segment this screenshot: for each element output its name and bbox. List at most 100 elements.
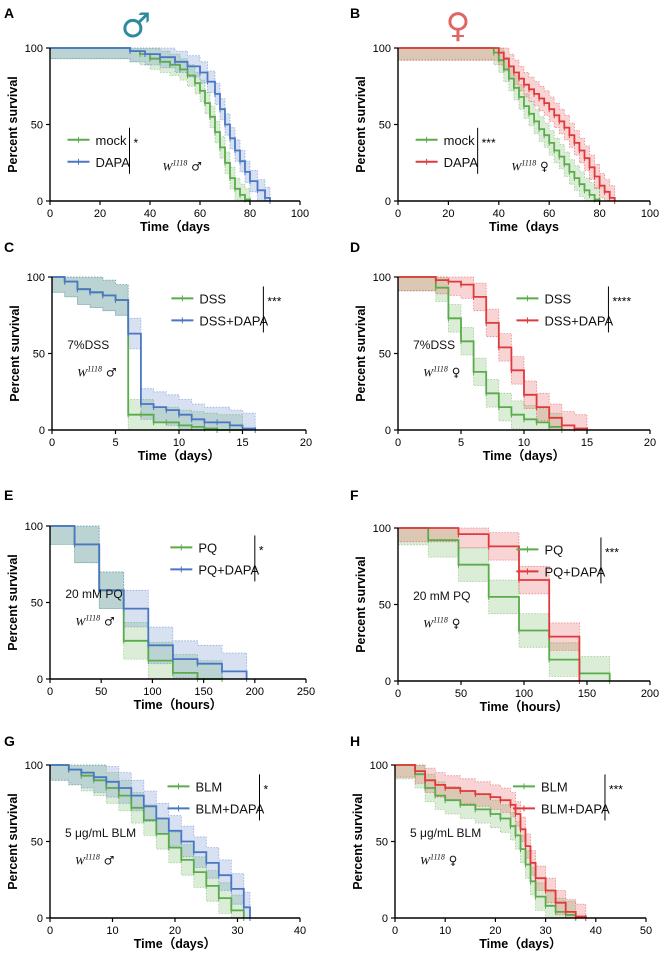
panel-e-significance-label: * [259, 543, 264, 557]
panel-h-x-tick-label: 40 [590, 925, 602, 937]
panel-a-y-tick-label: 0 [37, 196, 43, 208]
panel-g-x-tick-label: 30 [231, 925, 243, 937]
panel-h-x-tick-label: 0 [392, 925, 398, 937]
panel-h-y-axis-title: Percent survival [351, 793, 365, 890]
panel-f-x-tick-label: 100 [515, 688, 533, 700]
panel-a-legend-label: mock [96, 133, 128, 148]
panel-b-strain-label: W1118 ♀ [511, 158, 548, 173]
panel-e-x-tick-label: 50 [95, 686, 107, 698]
panel-c-x-tick-label: 10 [173, 437, 185, 449]
panel-c-letter: C [4, 239, 14, 255]
panel-c-x-tick-label: 15 [236, 437, 248, 449]
panel-c-ci-band-2 [51, 276, 256, 431]
panel-d-x-tick-label: 10 [518, 437, 530, 449]
panel-h-strain-label: W1118 ♀ [420, 852, 457, 867]
panel-a: A 0 20 40 60 80 100 0 50 100 Time（days Percent surv… [4, 5, 309, 234]
panel-g-letter: G [4, 733, 15, 749]
panel-f-y-tick-label: 50 [379, 600, 391, 612]
male-symbol-icon: ♂ [121, 6, 151, 46]
panel-h-x-axis-title: Time（days） [479, 936, 561, 951]
panel-c-condition-label: 7%DSS [67, 338, 109, 352]
panel-a-x-tick-label: 20 [94, 208, 106, 220]
panel-b-x-tick-label: 0 [395, 208, 401, 220]
panel-a-x-tick-label: 100 [291, 208, 309, 220]
panel-g-y-tick-label: 0 [37, 913, 43, 925]
panel-d-legend-label: DSS [544, 291, 571, 306]
panel-f-y-tick-label: 0 [385, 676, 391, 688]
panel-g-ci-band-2 [49, 764, 251, 919]
panel-b-x-tick-label: 20 [442, 208, 454, 220]
panel-d-significance-label: **** [612, 294, 631, 308]
panel-d-condition-label: 7%DSS [413, 338, 455, 352]
panel-c-x-tick-label: 0 [49, 437, 55, 449]
panel-d-legend-label: DSS+DAPA [544, 313, 613, 328]
panel-g-x-tick-label: 10 [106, 925, 118, 937]
panel-h: H 0 10 20 30 40 50 0 50 100 Time（days） Percent surv… [350, 733, 652, 951]
panel-f-x-tick-label: 150 [578, 688, 596, 700]
panel-c-y-axis-title: Percent survival [8, 305, 22, 402]
panel-b-y-tick-label: 50 [379, 120, 391, 132]
panel-g-y-axis-title: Percent survival [6, 793, 20, 890]
panel-d-survival-line-1 [398, 276, 563, 430]
panel-b-x-tick-label: 80 [593, 208, 605, 220]
panel-f-x-axis-title: Time（hours） [480, 699, 569, 714]
panel-h-survival-line-2 [395, 764, 587, 918]
panel-e-strain-label: W1118 ♂ [75, 613, 114, 628]
panel-g: G 0 10 20 30 40 0 50 100 Time（days） Percent surviv… [4, 733, 306, 951]
panel-e-x-tick-label: 100 [143, 686, 161, 698]
panel-d-y-tick-label: 50 [379, 349, 391, 361]
panel-d-strain-label: W1118 ♀ [423, 364, 460, 379]
panel-h-x-tick-label: 30 [539, 925, 551, 937]
panel-b-x-tick-label: 60 [543, 208, 555, 220]
panel-c-y-tick-label: 100 [27, 272, 45, 284]
panel-f-legend-label: PQ+DAPA [544, 564, 605, 579]
panel-h-legend-label: BLM [541, 779, 568, 794]
panel-e-x-tick-label: 200 [246, 686, 264, 698]
panel-a-y-tick-label: 100 [25, 43, 43, 55]
panel-f-x-tick-label: 200 [641, 688, 659, 700]
panel-g-x-tick-label: 20 [169, 925, 181, 937]
panel-b-x-tick-label: 40 [493, 208, 505, 220]
panel-a-x-tick-label: 80 [244, 208, 256, 220]
panel-a-y-axis-title: Percent survival [6, 76, 20, 173]
panel-a-survival-line-1 [50, 47, 251, 201]
panel-a-x-axis-title: Time（days [140, 219, 210, 234]
panel-f-x-tick-label: 50 [455, 688, 467, 700]
panel-c-legend-label: DSS [199, 291, 226, 306]
panel-d-y-axis-title: Percent survival [354, 305, 368, 402]
panel-d-x-tick-label: 20 [644, 437, 656, 449]
panel-e-condition-label: 20 mM PQ [65, 587, 122, 601]
panel-a-letter: A [4, 5, 14, 21]
panel-d-x-tick-label: 5 [458, 437, 464, 449]
panel-h-x-tick-label: 20 [489, 925, 501, 937]
panel-f-condition-label: 20 mM PQ [413, 589, 470, 603]
panel-a-x-tick-label: 0 [47, 208, 53, 220]
panel-d-letter: D [350, 239, 360, 255]
panel-e-legend-label: PQ [198, 540, 217, 555]
panel-f-x-tick-label: 0 [395, 688, 401, 700]
panel-b: B 0 20 40 60 80 100 0 50 100 Time（days Percent surv… [350, 5, 659, 234]
panel-h-x-tick-label: 50 [640, 925, 652, 937]
panel-h-x-tick-label: 10 [439, 925, 451, 937]
panel-d-x-axis-title: Time（days） [483, 448, 565, 463]
panel-e-legend-label: PQ+DAPA [198, 562, 259, 577]
panel-b-legend-label: mock [444, 133, 476, 148]
panel-b-letter: B [350, 5, 360, 21]
panel-e-letter: E [4, 487, 13, 503]
panel-c-x-tick-label: 5 [112, 437, 118, 449]
panel-f-strain-label: W1118 ♀ [423, 615, 460, 630]
panel-c: C 0 5 10 15 20 0 50 100 Time（days） Percent surviva… [4, 239, 312, 463]
panel-c-x-axis-title: Time（days） [138, 448, 220, 463]
panel-b-significance-label: *** [482, 136, 496, 150]
panel-e: E0 50 100 150 200 250050100Time（hours）Percent… [4, 487, 315, 712]
panel-e-y-tick-label: 0 [37, 674, 43, 686]
panel-c-significance-label: *** [267, 294, 281, 308]
panel-c-legend-label: DSS+DAPA [199, 313, 268, 328]
panel-b-legend-label: DAPA [444, 155, 479, 170]
panel-g-legend-label: BLM+DAPA [196, 801, 265, 816]
panel-c-ci-band-1 [51, 276, 243, 431]
panel-h-letter: H [350, 733, 360, 749]
